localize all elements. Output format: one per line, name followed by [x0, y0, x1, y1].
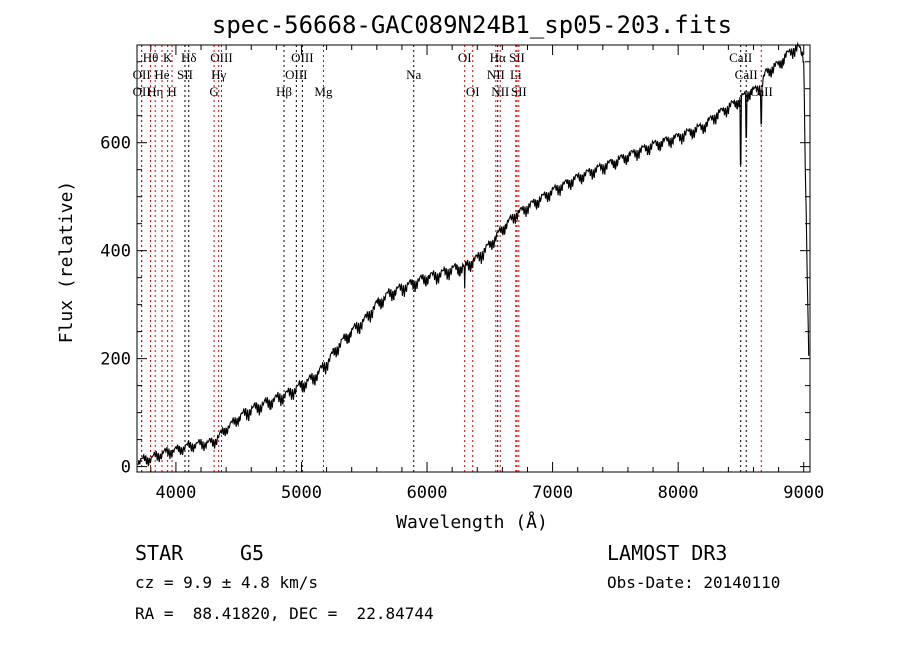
survey-name: LAMOST DR3	[607, 541, 727, 565]
y-axis-label: Flux (relative)	[56, 181, 77, 344]
spectral-line-label: OI	[458, 50, 472, 65]
spectral-line-label: H	[167, 84, 176, 99]
spectral-line-label: Na	[406, 67, 421, 82]
spectral-line-label: NII	[491, 84, 509, 99]
spectral-line-label: Hη	[147, 84, 163, 99]
x-tick-label: 8000	[658, 483, 699, 503]
spectral-line-label: CaII	[750, 84, 773, 99]
ra-dec: RA = 88.41820, DEC = 22.84744	[135, 604, 434, 623]
spectral-line-label: CaII	[729, 50, 752, 65]
obs-date: Obs-Date: 20140110	[607, 573, 780, 592]
spectral-line-label: G	[209, 84, 218, 99]
chart-title: spec-56668-GAC089N24B1_sp05-203.fits	[212, 11, 732, 39]
spectral-line-label: OIII	[210, 50, 232, 65]
x-axis-label: Wavelength (Å)	[396, 511, 548, 533]
object-subclass: G5	[240, 541, 264, 565]
x-tick-label: 4000	[155, 483, 196, 503]
y-tick-label: 200	[100, 350, 131, 370]
spectral-line-label: Li	[510, 67, 522, 82]
y-tick-label: 0	[121, 458, 131, 478]
x-tick-label: 5000	[281, 483, 322, 503]
spectral-line-label: SII	[509, 50, 525, 65]
x-tick-label: 6000	[407, 483, 448, 503]
spectral-line-label: Hβ	[276, 84, 292, 99]
spectral-line-label: NII	[487, 67, 505, 82]
spectral-line-label: Hδ	[181, 50, 197, 65]
redshift-cz: cz = 9.9 ± 4.8 km/s	[135, 573, 318, 592]
spectral-line-label: He	[154, 67, 169, 82]
spectral-line-label: Hα	[490, 50, 506, 65]
x-tick-label: 9000	[783, 483, 824, 503]
spectral-line-label: SII	[511, 84, 527, 99]
y-tick-label: 400	[100, 242, 131, 262]
spectral-line-label: OIII	[285, 67, 307, 82]
plot-frame	[136, 44, 811, 473]
spectral-line-label: SII	[177, 67, 193, 82]
object-class: STAR	[135, 541, 184, 565]
x-tick-label: 7000	[532, 483, 573, 503]
spectral-line-label: OIII	[291, 50, 313, 65]
spectral-line-label: K	[163, 50, 173, 65]
spectral-line-label: CaII	[735, 67, 758, 82]
spectrum-line	[137, 41, 810, 467]
spectral-line-label: OII	[133, 67, 151, 82]
spectral-line-label: Hθ	[143, 50, 159, 65]
y-tick-label: 600	[100, 134, 131, 154]
spectral-line-label: Hγ	[211, 67, 226, 82]
spectral-line-label: OI	[466, 84, 480, 99]
spectral-line-label: Mg	[314, 84, 333, 99]
